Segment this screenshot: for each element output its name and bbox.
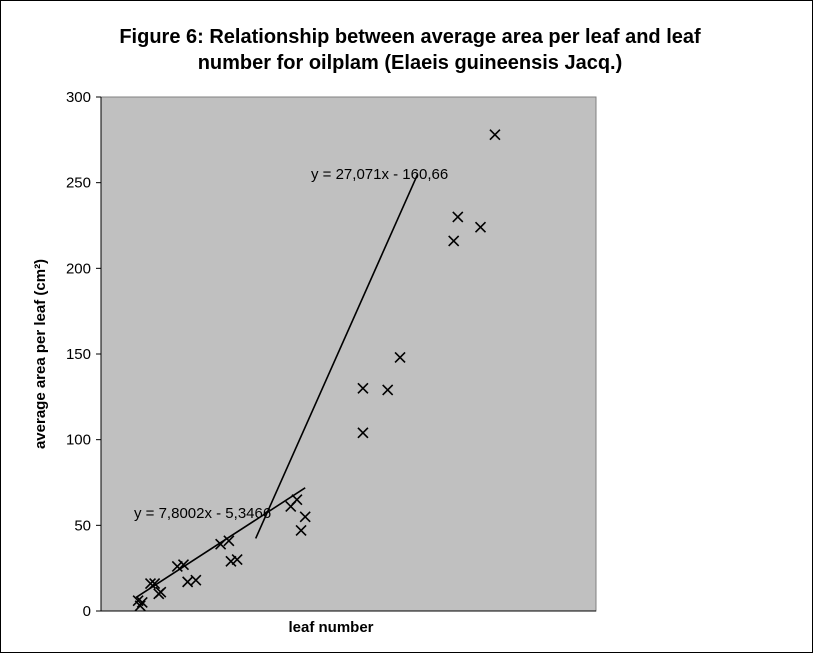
data-point (134, 600, 146, 612)
data-point (295, 524, 307, 537)
trendline-1 (135, 487, 306, 599)
y-tick-label: 100 (66, 432, 91, 449)
data-point (394, 351, 406, 363)
trendlines (135, 173, 419, 599)
y-tick-label: 250 (66, 175, 91, 192)
y-tick-label: 200 (66, 260, 91, 277)
data-point (155, 586, 167, 598)
y-ticks: 0 50 100 150 200 250 300 (66, 89, 101, 620)
trendline-equation-2: y = 27,071x - 160,66 (311, 166, 448, 183)
data-point (223, 535, 235, 547)
data-point (382, 384, 394, 396)
x-axis-label: leaf number (288, 619, 373, 636)
y-tick-label: 150 (66, 346, 91, 363)
data-point (231, 554, 243, 566)
data-point (144, 578, 157, 590)
data-point (215, 538, 227, 550)
data-point (489, 129, 501, 141)
data-point (474, 221, 487, 233)
data-point (291, 494, 303, 506)
y-tick-label: 50 (74, 517, 91, 534)
y-tick-label: 0 (83, 603, 91, 620)
data-point (452, 211, 464, 223)
chart-title: Figure 6: Relationship between average a… (119, 26, 701, 74)
y-tick-label: 300 (66, 89, 91, 106)
plot-area (100, 96, 597, 612)
data-point (448, 235, 460, 247)
data-point (149, 578, 161, 590)
data-point (177, 559, 190, 571)
y-axis-label: average area per leaf (cm²) (32, 259, 49, 449)
data-point (357, 382, 369, 394)
data-point (136, 596, 148, 608)
data-point (171, 560, 183, 573)
data-points (132, 129, 501, 612)
trendline-equation-1: y = 7,8002x - 5,3466 (134, 505, 271, 522)
data-point (190, 574, 202, 586)
data-point (225, 555, 237, 567)
data-point (357, 427, 369, 439)
trendline-2 (254, 173, 419, 539)
data-point (299, 511, 311, 523)
